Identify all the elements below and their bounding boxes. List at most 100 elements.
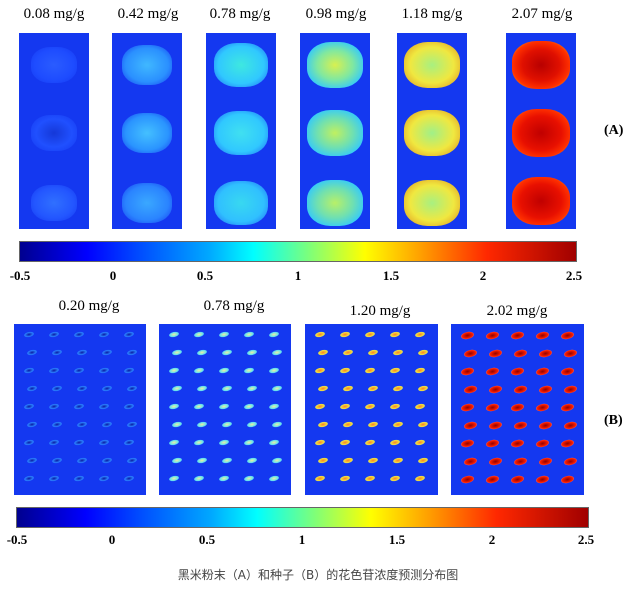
seed-spot (26, 421, 38, 428)
powder-spot (512, 177, 570, 225)
seed-spot (535, 474, 550, 485)
seed-spot (538, 456, 553, 467)
seed-spot (101, 349, 113, 356)
seed-spot (364, 403, 376, 410)
seed-spot (23, 331, 35, 338)
seed-spot (26, 349, 38, 356)
seed-spot (342, 349, 354, 356)
seed-spot (364, 331, 376, 338)
panel-a1 (19, 33, 89, 229)
seed-spot (485, 330, 500, 341)
seed-spot (101, 385, 113, 392)
powder-spot (31, 185, 77, 221)
seed-spot (317, 349, 329, 356)
seed-spot (392, 457, 404, 464)
seed-spot (460, 402, 475, 413)
seed-spot (268, 403, 280, 410)
seed-spot (126, 421, 138, 428)
seed-spot (389, 403, 401, 410)
seed-spot (339, 439, 351, 446)
colorbar-a-tick: 1.5 (382, 268, 400, 283)
seed-spot (560, 366, 575, 377)
seed-spot (392, 385, 404, 392)
seed-spot (123, 439, 135, 446)
seed-spot (563, 420, 578, 431)
seed-spot (460, 330, 475, 341)
colorbar-a-tick: 2.5 (565, 268, 583, 283)
colorbar-a-tick: 1 (294, 268, 302, 283)
seed-spot (123, 331, 135, 338)
seed-spot (268, 475, 280, 482)
seed-spot (243, 403, 255, 410)
seed-spot (193, 475, 205, 482)
seed-spot (171, 385, 183, 392)
powder-spot (214, 181, 268, 225)
powder-spot (404, 42, 460, 88)
seed-spot (171, 349, 183, 356)
seed-spot (76, 349, 88, 356)
seed-spot (246, 385, 258, 392)
panel-b3 (305, 324, 438, 495)
seed-spot (513, 384, 528, 395)
seed-spot (538, 420, 553, 431)
panel-b1 (14, 324, 146, 495)
seed-spot (271, 385, 283, 392)
panel-a4 (300, 33, 370, 229)
seed-spot (218, 367, 230, 374)
seed-spot (268, 439, 280, 446)
seed-spot (196, 385, 208, 392)
seed-spot (317, 421, 329, 428)
seed-spot (535, 366, 550, 377)
seed-spot (389, 439, 401, 446)
seed-spot (23, 403, 35, 410)
colorbar-b-tick: 1 (298, 532, 306, 547)
seed-spot (414, 403, 426, 410)
seed-spot (48, 439, 60, 446)
seed-spot (196, 349, 208, 356)
seed-spot (51, 421, 63, 428)
seed-spot (513, 456, 528, 467)
seed-spot (271, 421, 283, 428)
seed-spot (271, 457, 283, 464)
seed-spot (314, 403, 326, 410)
seed-spot (98, 475, 110, 482)
section-a-tag: (A) (604, 123, 624, 138)
seed-spot (271, 349, 283, 356)
seed-spot (560, 438, 575, 449)
seed-spot (510, 474, 525, 485)
seed-spot (414, 331, 426, 338)
seed-spot (123, 475, 135, 482)
seed-spot (560, 474, 575, 485)
seed-spot (98, 367, 110, 374)
seed-spot (76, 385, 88, 392)
seed-spot (485, 366, 500, 377)
seed-spot (314, 475, 326, 482)
seed-spot (23, 367, 35, 374)
seed-spot (339, 367, 351, 374)
powder-spot (214, 43, 268, 87)
seed-spot (389, 475, 401, 482)
seed-spot (171, 457, 183, 464)
seed-spot (193, 403, 205, 410)
panel-a5-label: 1.18 mg/g (401, 6, 463, 22)
colorbar-a-tick: 0 (109, 268, 117, 283)
colorbar-b-tick: 2.5 (577, 532, 595, 547)
seed-spot (98, 331, 110, 338)
panel-a1-label: 0.08 mg/g (23, 6, 85, 22)
seed-spot (414, 367, 426, 374)
panel-a5 (397, 33, 467, 229)
panel-b2 (159, 324, 291, 495)
colorbar-a-tick: -0.5 (9, 268, 31, 283)
figure-caption: 黑米粉末（A）和种子（B）的花色苷浓度预测分布图 (177, 568, 459, 582)
seed-spot (243, 439, 255, 446)
seed-spot (538, 348, 553, 359)
seed-spot (488, 420, 503, 431)
seed-spot (317, 457, 329, 464)
panel-a6-label: 2.07 mg/g (511, 6, 573, 22)
seed-spot (339, 475, 351, 482)
seed-spot (563, 384, 578, 395)
seed-spot (342, 385, 354, 392)
powder-spot (512, 109, 570, 157)
seed-spot (51, 457, 63, 464)
seed-spot (463, 384, 478, 395)
